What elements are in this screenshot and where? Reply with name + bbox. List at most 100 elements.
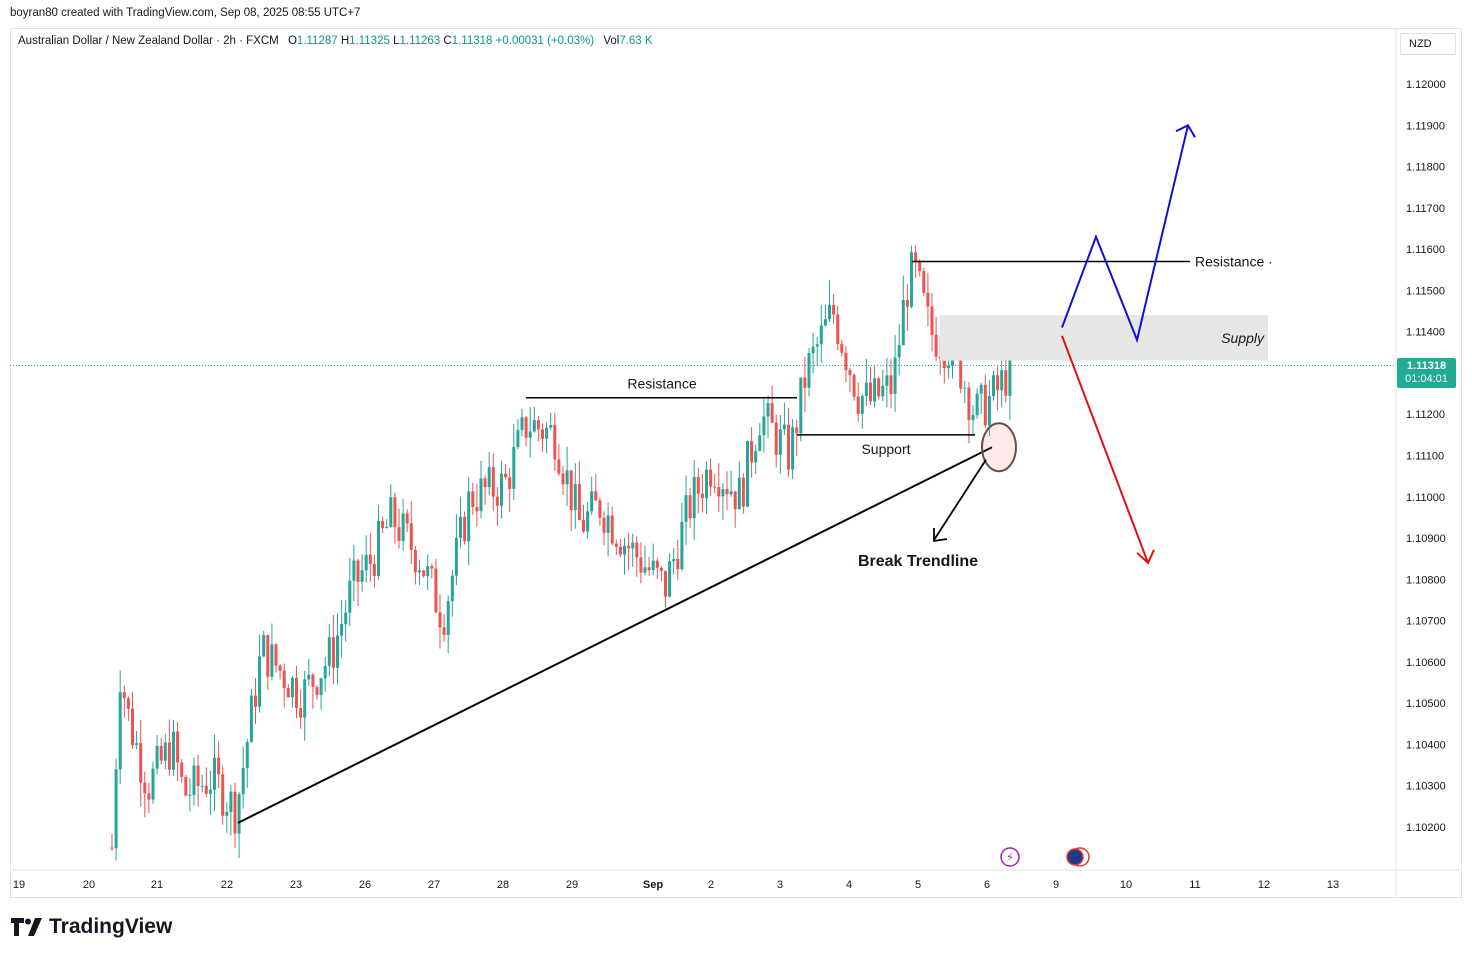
y-tick-label: 1.10400 xyxy=(1406,739,1446,751)
candle-body xyxy=(446,601,450,635)
candle-body xyxy=(610,515,614,544)
candle-body xyxy=(926,292,930,307)
candle-body xyxy=(495,496,499,506)
candle-body xyxy=(381,520,385,529)
x-tick-label: 27 xyxy=(428,879,440,891)
x-tick-label: 26 xyxy=(359,879,371,891)
close-value: 1.11318 xyxy=(451,35,493,47)
candle-body xyxy=(303,679,307,718)
candle-body xyxy=(819,325,823,345)
candle-body xyxy=(254,695,257,707)
y-tick-label: 1.11700 xyxy=(1406,203,1445,215)
x-tick-label: 2 xyxy=(708,879,714,891)
x-tick-label: 6 xyxy=(984,879,990,891)
candle-body xyxy=(910,252,913,307)
candle-body xyxy=(725,489,729,495)
candle-body xyxy=(319,678,323,695)
symbol-name: Australian Dollar / New Zealand Dollar ·… xyxy=(18,35,279,47)
ohlc-values: O1.11287 H1.11325 L1.11263 C1.11318 +0.0… xyxy=(288,35,597,47)
candle-body xyxy=(762,416,766,436)
candle-body xyxy=(602,517,606,533)
candle-body xyxy=(811,346,815,354)
x-tick-label: 29 xyxy=(566,879,578,891)
candle-body xyxy=(237,794,241,834)
current-price: 1.11318 xyxy=(1406,360,1447,372)
candle-body xyxy=(946,365,950,369)
candle-body xyxy=(188,794,192,796)
candle-body xyxy=(483,478,487,488)
open-label: O xyxy=(287,35,297,47)
candle-body xyxy=(778,429,782,455)
candle-body xyxy=(348,580,352,613)
candle-body xyxy=(1000,370,1004,391)
candle-body xyxy=(721,489,725,497)
candle-body xyxy=(631,542,635,549)
candle-body xyxy=(360,570,364,582)
candle-body xyxy=(569,470,573,511)
candle-body xyxy=(528,431,532,438)
brand-name: TradingView xyxy=(49,915,173,938)
candle-body xyxy=(840,343,844,353)
candle-body xyxy=(782,424,786,430)
candle-body xyxy=(676,559,680,570)
candle-body xyxy=(504,473,508,478)
candle-body xyxy=(295,677,298,709)
candle-body xyxy=(143,782,147,794)
high-value: 1.11325 xyxy=(349,35,390,47)
candle-body xyxy=(545,427,549,439)
y-tick-label: 1.10500 xyxy=(1406,698,1446,710)
x-tick-label: 13 xyxy=(1327,879,1339,891)
bar-countdown: 01:04:01 xyxy=(1405,373,1448,385)
candle-body xyxy=(823,319,827,326)
candle-body xyxy=(467,491,471,542)
candle-body xyxy=(418,570,421,573)
candle-body xyxy=(983,384,987,426)
candle-body xyxy=(705,469,708,499)
candle-body xyxy=(746,441,749,507)
candle-body xyxy=(680,521,684,570)
candle-body xyxy=(266,635,270,677)
candle-body xyxy=(897,345,901,358)
candle-body xyxy=(208,789,212,794)
candle-body xyxy=(741,477,745,507)
candle-body xyxy=(795,427,799,434)
candle-body xyxy=(520,417,524,431)
candle-body xyxy=(426,566,430,577)
x-tick-label: 10 xyxy=(1120,879,1132,891)
x-tick-label: 21 xyxy=(151,879,163,891)
candle-body xyxy=(352,560,356,581)
volume-value: 7.63 K xyxy=(619,35,653,47)
supply-zone-label: Supply xyxy=(1221,330,1265,346)
candle-body xyxy=(434,568,438,613)
y-tick-label: 1.11100 xyxy=(1406,451,1444,463)
candle-body xyxy=(377,520,380,576)
candle-body xyxy=(491,467,495,497)
candle-body xyxy=(684,495,688,522)
candle-body xyxy=(639,557,643,573)
candle-body xyxy=(282,670,286,689)
candle-body xyxy=(118,692,122,770)
supply-zone xyxy=(940,315,1268,361)
candle-body xyxy=(442,627,446,635)
candle-body xyxy=(151,768,155,800)
y-tick-label: 1.12000 xyxy=(1406,79,1446,91)
candle-body xyxy=(918,261,922,272)
candle-body xyxy=(405,513,409,524)
candle-body xyxy=(869,382,872,402)
candle-body xyxy=(758,435,762,451)
candle-body xyxy=(397,527,401,541)
candle-body xyxy=(856,396,860,414)
tradingview-logo[interactable]: TradingView xyxy=(11,915,172,939)
candle-body xyxy=(516,430,520,448)
candle-body xyxy=(942,358,946,369)
candle-body xyxy=(914,252,918,262)
candle-body xyxy=(922,271,926,293)
candle-body xyxy=(344,612,348,624)
currency-selector[interactable]: NZD xyxy=(1400,33,1456,55)
trendline xyxy=(237,446,993,824)
candle-body xyxy=(967,387,971,420)
support-label: Support xyxy=(861,441,910,457)
candle-body xyxy=(430,566,434,569)
candle-body xyxy=(196,765,200,786)
